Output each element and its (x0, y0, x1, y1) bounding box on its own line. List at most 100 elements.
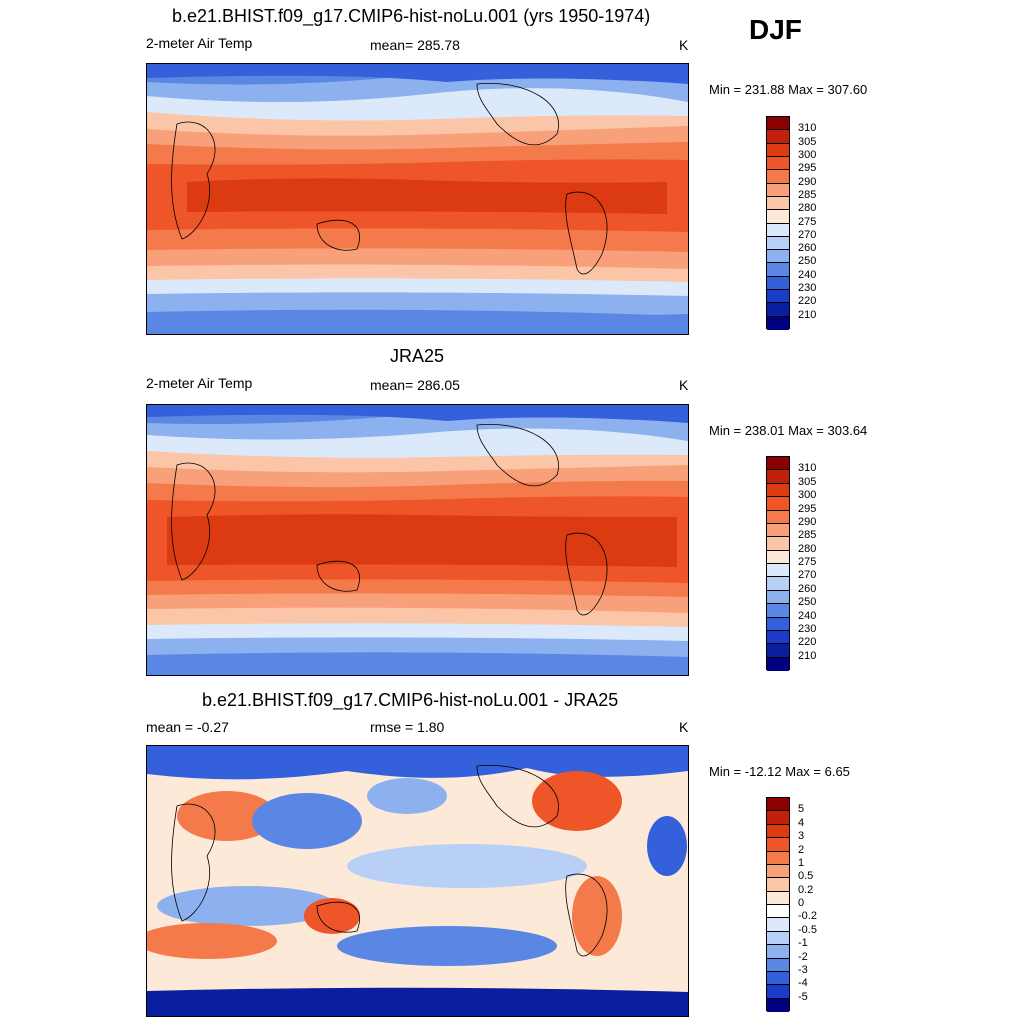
colorbar-swatch (767, 657, 789, 671)
colorbar-tick-label: 295 (798, 162, 817, 175)
colorbar-tick-label: 305 (798, 135, 817, 148)
colorbar-tick-label: 270 (798, 228, 817, 241)
panel2-minmax: Min = 238.01 Max = 303.64 (709, 423, 868, 438)
colorbar-swatch (767, 998, 789, 1012)
colorbar-tick-label: 230 (798, 622, 817, 635)
panel3-mean-label: mean = -0.27 (146, 719, 229, 735)
colorbar-tick-label: 270 (798, 569, 817, 582)
colorbar-tick-label: 290 (798, 175, 817, 188)
colorbar-tick-label: 210 (798, 649, 817, 662)
panel3-rmse-label: rmse = 1.80 (370, 719, 445, 735)
colorbar-swatch (767, 183, 789, 197)
panel3-colorbar (766, 797, 790, 1012)
colorbar-tick-label: 310 (798, 462, 817, 475)
colorbar-swatch (767, 905, 789, 919)
panel2-mean-label: mean= 286.05 (370, 377, 460, 393)
colorbar-tick-label: -4 (798, 977, 808, 990)
panel1-title: b.e21.BHIST.f09_g17.CMIP6-hist-noLu.001 … (172, 6, 651, 26)
panel2-units-label: K (679, 377, 689, 393)
colorbar-tick-label: 290 (798, 515, 817, 528)
colorbar-swatch (767, 824, 789, 839)
panel1-map (146, 63, 689, 335)
colorbar-swatch (767, 276, 789, 291)
colorbar-swatch (767, 223, 789, 237)
colorbar-swatch (767, 156, 789, 171)
colorbar-tick-label: 310 (798, 122, 817, 135)
panel2-colorbar (766, 456, 790, 671)
colorbar-tick-label: 295 (798, 502, 817, 515)
colorbar-swatch (767, 851, 789, 865)
colorbar-tick-label: 210 (798, 308, 817, 321)
colorbar-swatch (767, 564, 789, 578)
colorbar-swatch (767, 250, 789, 264)
panel2-title: JRA25 (390, 346, 445, 366)
panel1-colorbar (766, 116, 790, 330)
colorbar-swatch (767, 210, 789, 224)
colorbar-swatch (767, 483, 789, 498)
colorbar-tick-label: -0.2 (798, 910, 817, 923)
colorbar-swatch (767, 985, 789, 999)
colorbar-tick-label: 240 (798, 609, 817, 622)
panel2-map (146, 404, 689, 676)
colorbar-tick-label: -3 (798, 963, 808, 976)
colorbar-swatch (767, 550, 789, 564)
colorbar-swatch (767, 838, 789, 852)
panel1-variable-label: 2-meter Air Temp (146, 35, 253, 51)
colorbar-swatch (767, 878, 789, 892)
colorbar-swatch (767, 891, 789, 905)
colorbar-swatch (767, 170, 789, 184)
colorbar-tick-label: 280 (798, 542, 817, 555)
panel3-map-field (147, 746, 688, 1016)
colorbar-tick-label: 260 (798, 582, 817, 595)
panel1-minmax: Min = 231.88 Max = 307.60 (709, 82, 868, 97)
colorbar-swatch (767, 117, 789, 131)
colorbar-swatch (767, 510, 789, 524)
colorbar-tick-label: 250 (798, 596, 817, 609)
colorbar-swatch (767, 931, 789, 946)
panel2-map-field (147, 405, 688, 675)
colorbar-tick-label: 275 (798, 215, 817, 228)
colorbar-swatch (767, 196, 789, 211)
panel1-units-label: K (679, 37, 689, 53)
colorbar-swatch (767, 290, 789, 304)
colorbar-swatch (767, 263, 789, 277)
colorbar-tick-label: 240 (798, 268, 817, 281)
colorbar-swatch (767, 798, 789, 812)
panel3-map (146, 745, 689, 1017)
colorbar-swatch (767, 617, 789, 631)
colorbar-tick-label: 285 (798, 529, 817, 542)
colorbar-swatch (767, 130, 789, 144)
colorbar-tick-label: 0.2 (798, 883, 814, 896)
colorbar-swatch (767, 811, 789, 825)
colorbar-swatch (767, 590, 789, 605)
colorbar-swatch (767, 470, 789, 484)
panel2-variable-label: 2-meter Air Temp (146, 375, 253, 391)
panel1-map-field (147, 64, 688, 334)
colorbar-swatch (767, 971, 789, 986)
colorbar-tick-label: 0 (798, 897, 805, 909)
season-label: DJF (749, 14, 802, 45)
colorbar-swatch (767, 604, 789, 618)
colorbar-swatch (767, 958, 789, 972)
colorbar-swatch (767, 457, 789, 471)
colorbar-swatch (767, 497, 789, 511)
colorbar-tick-label: 0.5 (798, 870, 814, 883)
colorbar-tick-label: -0.5 (798, 923, 817, 936)
panel3-title: b.e21.BHIST.f09_g17.CMIP6-hist-noLu.001 … (202, 690, 619, 710)
colorbar-swatch (767, 864, 789, 879)
colorbar-swatch (767, 918, 789, 932)
colorbar-swatch (767, 945, 789, 959)
colorbar-tick-label: 305 (798, 475, 817, 488)
colorbar-swatch (767, 143, 789, 157)
colorbar-tick-label: 250 (798, 255, 817, 268)
colorbar-tick-label: 220 (798, 636, 817, 649)
colorbar-tick-label: 220 (798, 295, 817, 308)
colorbar-tick-label: 260 (798, 242, 817, 255)
colorbar-tick-label: 5 (798, 803, 805, 816)
colorbar-tick-label: 300 (798, 148, 817, 161)
colorbar-swatch (767, 316, 789, 330)
colorbar-tick-label: 1 (798, 856, 805, 869)
colorbar-tick-label: -1 (798, 937, 808, 950)
panel3-minmax: Min = -12.12 Max = 6.65 (709, 764, 850, 779)
panel3-units-label: K (679, 719, 689, 735)
